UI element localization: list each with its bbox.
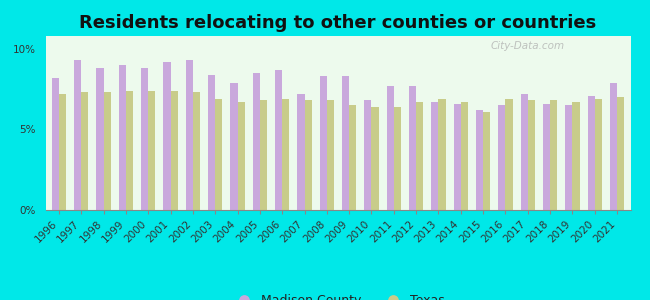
Bar [543, 104, 550, 210]
Bar [476, 110, 483, 210]
Bar [349, 105, 356, 210]
Bar [304, 100, 311, 210]
Bar [52, 78, 59, 210]
Bar [208, 75, 215, 210]
Legend: Madison County, Texas: Madison County, Texas [226, 289, 450, 300]
Title: Residents relocating to other counties or countries: Residents relocating to other counties o… [79, 14, 597, 32]
Bar [461, 102, 468, 210]
Bar [215, 99, 222, 210]
Bar [282, 99, 289, 210]
Bar [483, 112, 490, 210]
Bar [588, 96, 595, 210]
Bar [103, 92, 111, 210]
Bar [230, 83, 237, 210]
Bar [96, 68, 103, 210]
Bar [617, 97, 624, 210]
Bar [528, 100, 535, 210]
Bar [439, 99, 446, 210]
Bar [342, 76, 349, 210]
Bar [365, 100, 372, 210]
Bar [141, 68, 148, 210]
Bar [454, 104, 461, 210]
Bar [253, 73, 260, 210]
Bar [387, 86, 394, 210]
Bar [186, 60, 193, 210]
Bar [432, 102, 439, 210]
Bar [550, 100, 557, 210]
Bar [320, 76, 327, 210]
Text: City-Data.com: City-Data.com [490, 41, 564, 51]
Bar [193, 92, 200, 210]
Bar [610, 83, 617, 210]
Bar [297, 94, 304, 210]
Bar [163, 62, 170, 210]
Bar [372, 107, 379, 210]
Bar [81, 92, 88, 210]
Bar [521, 94, 528, 210]
Bar [237, 102, 244, 210]
Bar [394, 107, 401, 210]
Bar [59, 94, 66, 210]
Bar [595, 99, 602, 210]
Bar [327, 100, 334, 210]
Bar [74, 60, 81, 210]
Bar [409, 86, 416, 210]
Bar [170, 91, 177, 210]
Bar [499, 105, 506, 210]
Bar [506, 99, 513, 210]
Bar [260, 100, 267, 210]
Bar [566, 105, 573, 210]
Bar [573, 102, 580, 210]
Bar [275, 70, 282, 210]
Bar [416, 102, 423, 210]
Bar [119, 65, 126, 210]
Bar [148, 91, 155, 210]
Bar [126, 91, 133, 210]
